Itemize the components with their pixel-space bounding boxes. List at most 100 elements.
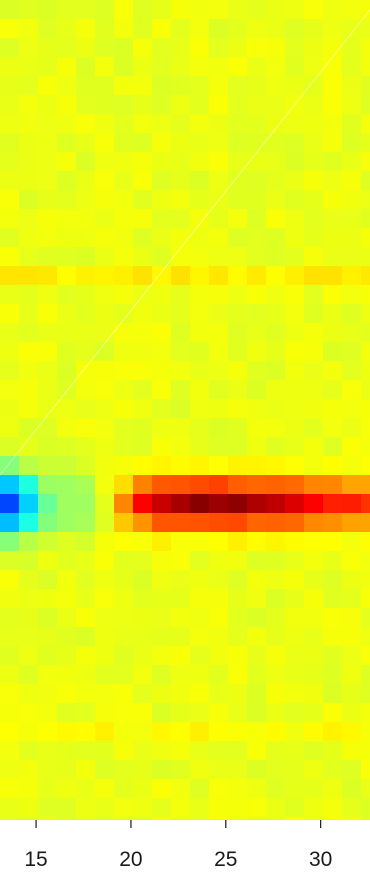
heatmap-cell	[342, 19, 362, 39]
heatmap-cell	[361, 95, 370, 115]
heatmap-cell	[0, 741, 20, 761]
heatmap-cell	[133, 228, 153, 248]
heatmap-cell	[285, 171, 305, 191]
heatmap-cell	[133, 342, 153, 362]
heatmap-cell	[209, 798, 229, 818]
heatmap-cell	[57, 323, 77, 343]
heatmap-cell	[19, 513, 39, 533]
heatmap-cell	[95, 342, 115, 362]
heatmap-cell	[190, 171, 210, 191]
heatmap-cell	[152, 342, 172, 362]
heatmap-cell	[361, 665, 370, 685]
heatmap-cell	[152, 684, 172, 704]
heatmap-cell	[19, 589, 39, 609]
heatmap-cell	[304, 95, 324, 115]
heatmap-cell	[19, 570, 39, 590]
heatmap-cell	[114, 209, 134, 229]
heatmap-cell	[361, 627, 370, 647]
heatmap-cell	[266, 152, 286, 172]
heatmap-cell	[114, 247, 134, 267]
heatmap-cell	[19, 361, 39, 381]
heatmap-cell	[361, 171, 370, 191]
heatmap-cell	[114, 418, 134, 438]
heatmap-cell	[95, 152, 115, 172]
heatmap-cell	[228, 342, 248, 362]
heatmap-cell	[133, 494, 153, 514]
heatmap-cell	[190, 19, 210, 39]
heatmap-cell	[38, 456, 58, 476]
heatmap-cell	[0, 437, 20, 457]
heatmap-cell	[323, 494, 343, 514]
heatmap-cell	[247, 95, 267, 115]
heatmap-cell	[0, 247, 20, 267]
heatmap-cell	[171, 456, 191, 476]
heatmap-cell	[152, 646, 172, 666]
heatmap-cell	[190, 684, 210, 704]
heatmap-cell	[266, 380, 286, 400]
heatmap-cell	[57, 608, 77, 628]
heatmap-cell	[0, 361, 20, 381]
heatmap-cell	[133, 285, 153, 305]
heatmap-cell	[38, 38, 58, 58]
heatmap-cell	[323, 703, 343, 723]
heatmap-cell	[342, 437, 362, 457]
heatmap-cell	[228, 190, 248, 210]
heatmap-cell	[304, 304, 324, 324]
heatmap-cell	[228, 247, 248, 267]
heatmap-cell	[323, 760, 343, 780]
heatmap-cell	[342, 209, 362, 229]
heatmap-cell	[285, 589, 305, 609]
heatmap-cell	[0, 0, 20, 20]
heatmap-cell	[0, 456, 20, 476]
heatmap-cell	[190, 76, 210, 96]
heatmap-cell	[190, 399, 210, 419]
heatmap-cell	[342, 285, 362, 305]
heatmap-cell	[285, 0, 305, 20]
heatmap-cell	[95, 76, 115, 96]
heatmap-cell	[38, 475, 58, 495]
heatmap-cell	[285, 551, 305, 571]
heatmap-cell	[285, 513, 305, 533]
heatmap-cell	[95, 171, 115, 191]
heatmap-cell	[19, 38, 39, 58]
heatmap-cell	[95, 722, 115, 742]
heatmap-cell	[247, 19, 267, 39]
heatmap-cell	[114, 361, 134, 381]
heatmap-cell	[95, 228, 115, 248]
heatmap-cell	[209, 456, 229, 476]
heatmap-cell	[361, 323, 370, 343]
heatmap-cell	[152, 798, 172, 818]
heatmap-cell	[247, 285, 267, 305]
heatmap-cell	[228, 798, 248, 818]
heatmap-cell	[133, 551, 153, 571]
heatmap-cell	[361, 228, 370, 248]
heatmap-cell	[190, 38, 210, 58]
heatmap-cell	[76, 152, 96, 172]
heatmap-cell	[361, 532, 370, 552]
heatmap-cell	[57, 665, 77, 685]
heatmap-cell	[209, 779, 229, 799]
heatmap-cell	[114, 684, 134, 704]
heatmap-cell	[285, 646, 305, 666]
heatmap-cell	[38, 741, 58, 761]
heatmap-cell	[361, 399, 370, 419]
heatmap-cell	[361, 19, 370, 39]
heatmap-cell	[133, 152, 153, 172]
heatmap-cell	[361, 551, 370, 571]
heatmap-cell	[114, 95, 134, 115]
heatmap-cell	[323, 209, 343, 229]
heatmap-cell	[19, 228, 39, 248]
heatmap-cell	[190, 608, 210, 628]
heatmap-cell	[133, 703, 153, 723]
heatmap-cell	[190, 665, 210, 685]
heatmap-cell	[133, 646, 153, 666]
heatmap-cell	[209, 19, 229, 39]
heatmap-cell	[361, 57, 370, 77]
heatmap-cell	[0, 76, 20, 96]
heatmap-cell	[190, 494, 210, 514]
heatmap-cell	[19, 323, 39, 343]
heatmap-cell	[57, 190, 77, 210]
heatmap-cell	[342, 228, 362, 248]
heatmap-cell	[95, 133, 115, 153]
heatmap-cell	[152, 76, 172, 96]
